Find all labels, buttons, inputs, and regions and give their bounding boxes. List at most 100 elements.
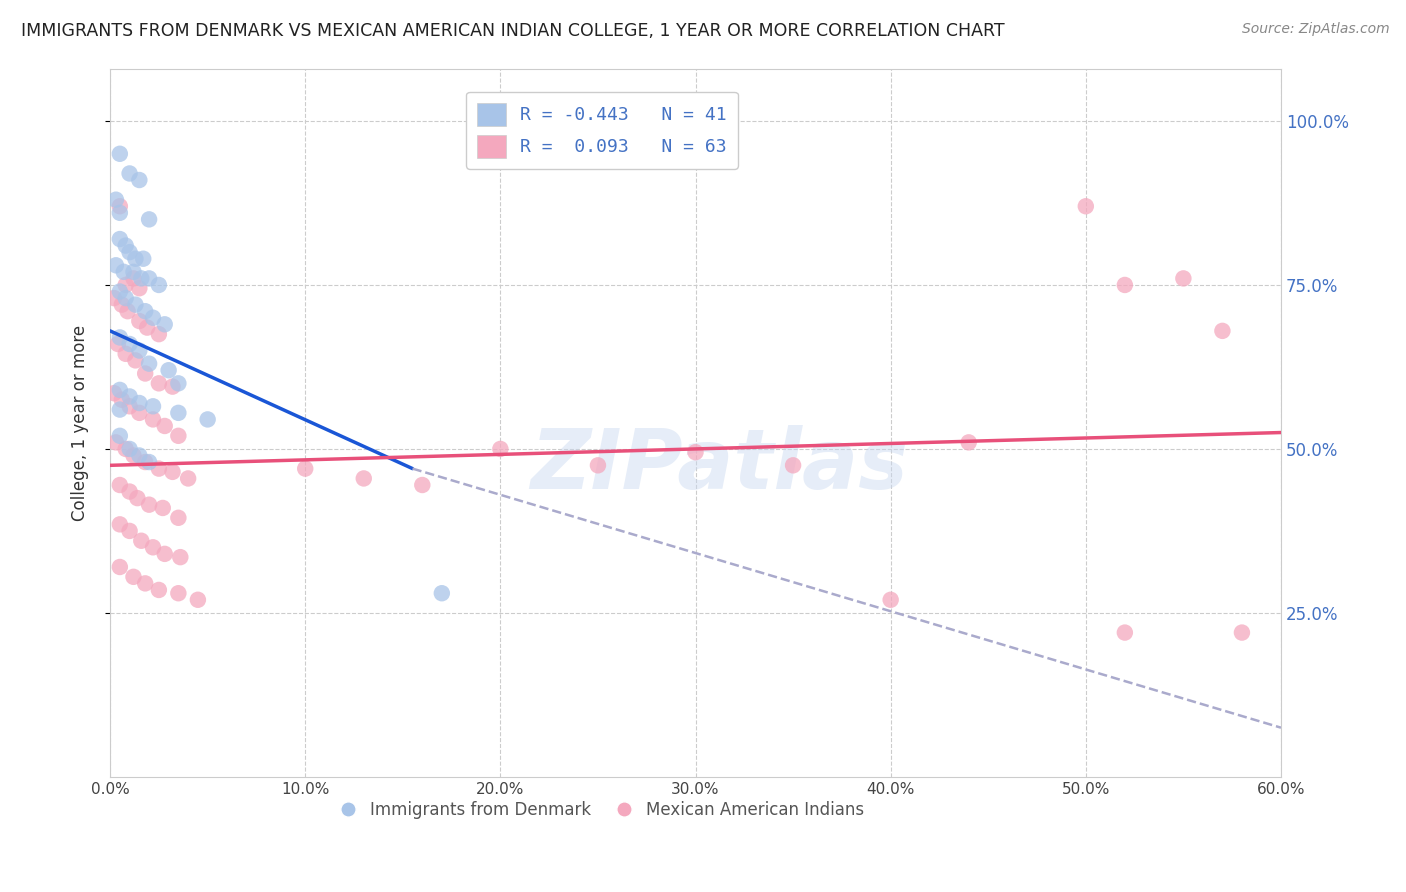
Point — [167, 406, 190, 420]
Point — [138, 357, 160, 371]
Point — [108, 285, 131, 299]
Point — [128, 406, 150, 420]
Point — [128, 314, 150, 328]
Point — [685, 445, 707, 459]
Point — [138, 271, 160, 285]
Point — [128, 449, 150, 463]
Text: ZIPatlas: ZIPatlas — [530, 425, 908, 506]
Point — [136, 320, 159, 334]
Point — [114, 291, 136, 305]
Point — [134, 304, 156, 318]
Point — [1114, 277, 1136, 292]
Point — [108, 199, 131, 213]
Point — [118, 524, 141, 538]
Point — [957, 435, 980, 450]
Point — [103, 291, 125, 305]
Point — [1173, 271, 1195, 285]
Point — [108, 146, 131, 161]
Point — [167, 429, 190, 443]
Point — [108, 517, 131, 532]
Point — [111, 392, 134, 407]
Point — [142, 412, 165, 426]
Point — [169, 550, 191, 565]
Point — [108, 478, 131, 492]
Point — [122, 449, 145, 463]
Point — [153, 547, 176, 561]
Point — [167, 510, 190, 524]
Point — [1211, 324, 1233, 338]
Legend: Immigrants from Denmark, Mexican American Indians: Immigrants from Denmark, Mexican America… — [333, 794, 870, 825]
Point — [294, 461, 316, 475]
Point — [134, 576, 156, 591]
Point — [142, 310, 165, 325]
Point — [411, 478, 433, 492]
Point — [148, 327, 170, 342]
Point — [138, 455, 160, 469]
Point — [148, 376, 170, 391]
Point — [167, 376, 190, 391]
Point — [187, 592, 209, 607]
Point — [112, 265, 135, 279]
Point — [107, 337, 129, 351]
Point — [108, 402, 131, 417]
Point — [128, 173, 150, 187]
Point — [122, 265, 145, 279]
Point — [142, 541, 165, 555]
Point — [129, 533, 152, 548]
Point — [124, 353, 146, 368]
Point — [148, 277, 170, 292]
Point — [127, 491, 149, 505]
Point — [104, 435, 127, 450]
Point — [118, 166, 141, 180]
Point — [108, 330, 131, 344]
Point — [124, 252, 146, 266]
Point — [162, 379, 184, 393]
Point — [153, 419, 176, 434]
Point — [128, 343, 150, 358]
Point — [114, 347, 136, 361]
Point — [108, 383, 131, 397]
Point — [124, 298, 146, 312]
Point — [879, 592, 901, 607]
Point — [122, 570, 145, 584]
Point — [118, 399, 141, 413]
Point — [134, 455, 156, 469]
Point — [138, 212, 160, 227]
Point — [103, 386, 125, 401]
Point — [142, 399, 165, 413]
Point — [430, 586, 453, 600]
Point — [132, 252, 155, 266]
Point — [157, 363, 180, 377]
Point — [1114, 625, 1136, 640]
Point — [108, 429, 131, 443]
Point — [114, 238, 136, 252]
Point — [108, 560, 131, 574]
Point — [114, 277, 136, 292]
Point — [111, 298, 134, 312]
Point — [586, 458, 609, 473]
Point — [104, 258, 127, 272]
Point — [122, 271, 145, 285]
Text: IMMIGRANTS FROM DENMARK VS MEXICAN AMERICAN INDIAN COLLEGE, 1 YEAR OR MORE CORRE: IMMIGRANTS FROM DENMARK VS MEXICAN AMERI… — [21, 22, 1005, 40]
Point — [167, 586, 190, 600]
Point — [152, 500, 174, 515]
Point — [118, 389, 141, 403]
Point — [118, 245, 141, 260]
Point — [134, 367, 156, 381]
Point — [177, 471, 200, 485]
Point — [128, 396, 150, 410]
Point — [162, 465, 184, 479]
Point — [148, 461, 170, 475]
Point — [153, 318, 176, 332]
Point — [129, 271, 152, 285]
Point — [108, 232, 131, 246]
Point — [197, 412, 219, 426]
Point — [118, 484, 141, 499]
Y-axis label: College, 1 year or more: College, 1 year or more — [72, 325, 89, 521]
Text: Source: ZipAtlas.com: Source: ZipAtlas.com — [1241, 22, 1389, 37]
Point — [782, 458, 804, 473]
Point — [117, 304, 139, 318]
Point — [1230, 625, 1253, 640]
Point — [114, 442, 136, 456]
Point — [128, 281, 150, 295]
